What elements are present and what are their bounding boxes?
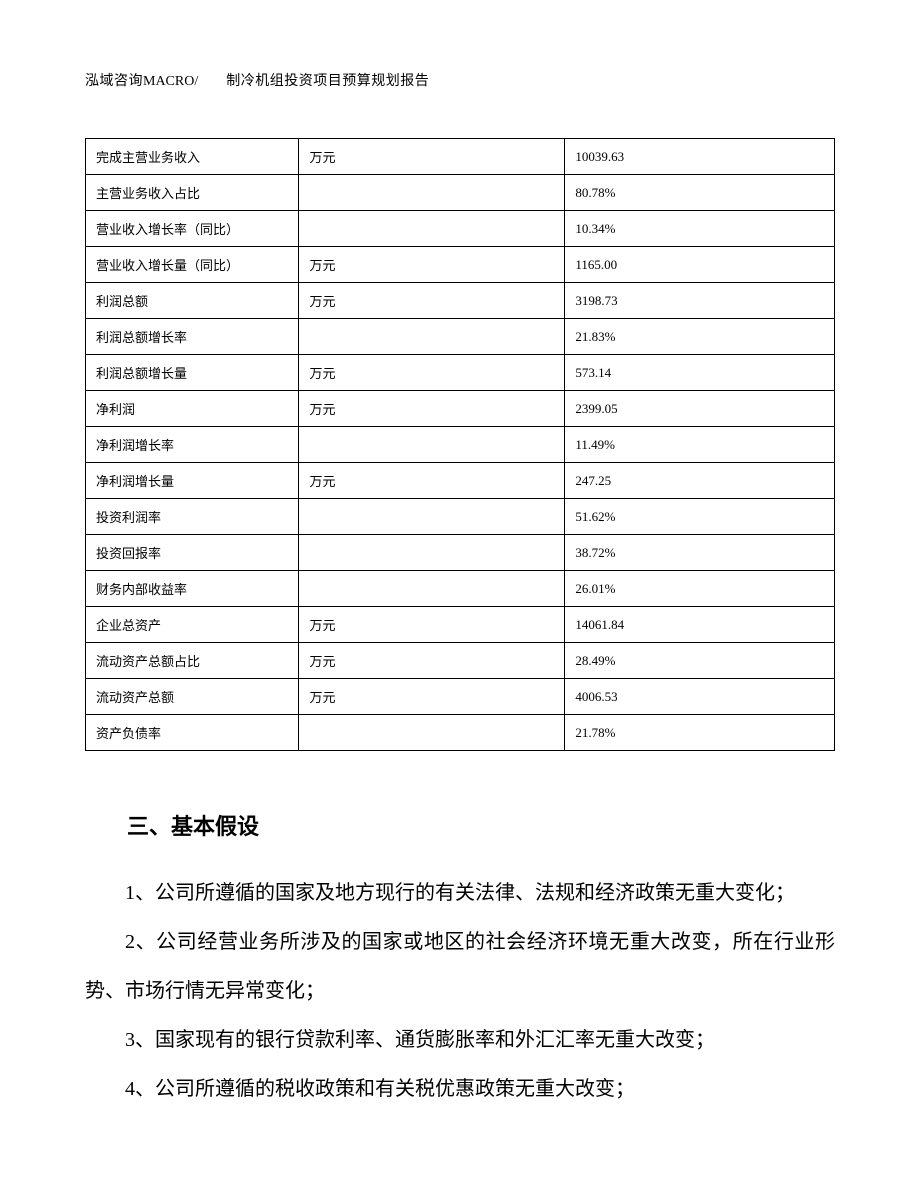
table-cell-unit: 万元: [299, 643, 565, 679]
page-header: 泓域咨询MACRO/制冷机组投资项目预算规划报告: [85, 70, 835, 90]
table-cell-value: 11.49%: [565, 427, 835, 463]
table-cell-label: 资产负债率: [86, 715, 299, 751]
table-row: 流动资产总额万元4006.53: [86, 679, 835, 715]
table-cell-unit: 万元: [299, 139, 565, 175]
table-cell-unit: [299, 499, 565, 535]
table-cell-unit: 万元: [299, 607, 565, 643]
table-cell-label: 净利润增长率: [86, 427, 299, 463]
table-cell-value: 51.62%: [565, 499, 835, 535]
table-row: 净利润增长率 11.49%: [86, 427, 835, 463]
table-cell-label: 营业收入增长量（同比）: [86, 247, 299, 283]
body-paragraph: 3、国家现有的银行贷款利率、通货膨胀率和外汇汇率无重大改变；: [85, 1016, 835, 1065]
table-cell-value: 4006.53: [565, 679, 835, 715]
table-cell-unit: 万元: [299, 283, 565, 319]
table-cell-label: 营业收入增长率（同比）: [86, 211, 299, 247]
table-cell-value: 14061.84: [565, 607, 835, 643]
table-cell-value: 26.01%: [565, 571, 835, 607]
table-row: 营业收入增长率（同比） 10.34%: [86, 211, 835, 247]
table-cell-label: 净利润增长量: [86, 463, 299, 499]
table-cell-value: 80.78%: [565, 175, 835, 211]
table-cell-value: 1165.00: [565, 247, 835, 283]
table-row: 完成主营业务收入万元10039.63: [86, 139, 835, 175]
table-row: 营业收入增长量（同比）万元1165.00: [86, 247, 835, 283]
table-cell-value: 38.72%: [565, 535, 835, 571]
financial-table: 完成主营业务收入万元10039.63主营业务收入占比80.78%营业收入增长率（…: [85, 138, 835, 751]
table-cell-value: 10.34%: [565, 211, 835, 247]
body-paragraph: 1、公司所遵循的国家及地方现行的有关法律、法规和经济政策无重大变化；: [85, 869, 835, 918]
header-company: 泓域咨询: [85, 70, 143, 90]
table-row: 主营业务收入占比 80.78%: [86, 175, 835, 211]
table-cell-unit: 万元: [299, 679, 565, 715]
table-cell-value: 573.14: [565, 355, 835, 391]
table-cell-value: 21.78%: [565, 715, 835, 751]
table-cell-label: 流动资产总额占比: [86, 643, 299, 679]
table-cell-unit: [299, 715, 565, 751]
table-cell-label: 投资利润率: [86, 499, 299, 535]
table-cell-label: 净利润: [86, 391, 299, 427]
table-row: 财务内部收益率 26.01%: [86, 571, 835, 607]
body-paragraph: 2、公司经营业务所涉及的国家或地区的社会经济环境无重大改变，所在行业形势、市场行…: [85, 918, 835, 1016]
table-cell-value: 21.83%: [565, 319, 835, 355]
table-cell-value: 28.49%: [565, 643, 835, 679]
table-cell-unit: [299, 319, 565, 355]
section-body: 1、公司所遵循的国家及地方现行的有关法律、法规和经济政策无重大变化；2、公司经营…: [85, 869, 835, 1114]
table-cell-label: 利润总额增长率: [86, 319, 299, 355]
table-row: 净利润万元2399.05: [86, 391, 835, 427]
table-row: 企业总资产万元14061.84: [86, 607, 835, 643]
table-cell-value: 10039.63: [565, 139, 835, 175]
table-row: 利润总额增长率 21.83%: [86, 319, 835, 355]
table-cell-label: 完成主营业务收入: [86, 139, 299, 175]
table-cell-value: 247.25: [565, 463, 835, 499]
table-row: 利润总额增长量万元573.14: [86, 355, 835, 391]
table-cell-unit: 万元: [299, 391, 565, 427]
table-cell-unit: [299, 211, 565, 247]
table-cell-unit: [299, 175, 565, 211]
table-cell-label: 利润总额增长量: [86, 355, 299, 391]
table-cell-label: 企业总资产: [86, 607, 299, 643]
table-cell-label: 主营业务收入占比: [86, 175, 299, 211]
table-cell-unit: [299, 535, 565, 571]
table-cell-unit: 万元: [299, 463, 565, 499]
table-cell-label: 投资回报率: [86, 535, 299, 571]
page-content: 泓域咨询MACRO/制冷机组投资项目预算规划报告 完成主营业务收入万元10039…: [0, 0, 920, 1114]
header-macro: MACRO/: [143, 74, 198, 90]
table-row: 利润总额万元3198.73: [86, 283, 835, 319]
table-cell-label: 利润总额: [86, 283, 299, 319]
table-row: 投资回报率 38.72%: [86, 535, 835, 571]
table-row: 投资利润率 51.62%: [86, 499, 835, 535]
table-cell-unit: 万元: [299, 355, 565, 391]
section-heading: 三、基本假设: [127, 809, 835, 841]
table-row: 净利润增长量万元247.25: [86, 463, 835, 499]
header-title: 制冷机组投资项目预算规划报告: [226, 70, 429, 90]
table-cell-unit: [299, 427, 565, 463]
table-cell-unit: [299, 571, 565, 607]
table-cell-label: 财务内部收益率: [86, 571, 299, 607]
table-cell-unit: 万元: [299, 247, 565, 283]
table-cell-label: 流动资产总额: [86, 679, 299, 715]
table-row: 资产负债率 21.78%: [86, 715, 835, 751]
table-row: 流动资产总额占比万元28.49%: [86, 643, 835, 679]
table-cell-value: 2399.05: [565, 391, 835, 427]
table-cell-value: 3198.73: [565, 283, 835, 319]
body-paragraph: 4、公司所遵循的税收政策和有关税优惠政策无重大改变；: [85, 1065, 835, 1114]
